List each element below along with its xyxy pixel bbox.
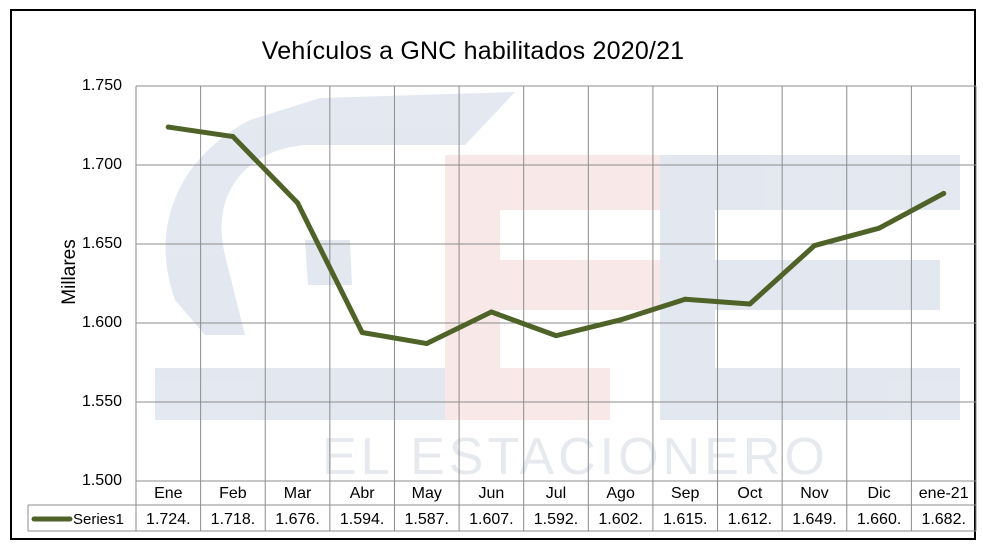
x-category-label: Sep [670,485,700,502]
x-category-label: Abr [349,485,375,502]
y-tick-label: 1.600 [81,314,122,331]
data-table-cell: 1.724. [146,511,191,528]
y-tick-label: 1.700 [81,156,122,173]
data-table-cell: 1.612. [727,511,773,528]
y-tick-label: 1.650 [81,235,122,252]
x-category-label: Ene [154,485,183,502]
series-points [165,124,947,347]
data-table-grid [27,504,976,532]
data-point [553,333,559,339]
x-category-label: Ago [606,485,635,502]
data-point [230,134,236,140]
x-category-label: ene-21 [918,485,969,502]
data-table-cell: 1.660. [856,511,902,528]
data-table-cell: 1.594. [339,511,385,528]
x-category-label: Jul [545,485,567,502]
data-table-cell: 1.649. [792,511,837,528]
x-category-label: Nov [800,485,829,502]
chart-title: Vehículos a GNC habilitados 2020/21 [261,37,685,65]
y-tick-label: 1.500 [81,472,122,489]
data-table-cell: 1.607. [469,511,514,528]
x-category-label: May [411,485,442,502]
data-table-cell: 1.587. [404,511,449,528]
data-point [359,329,365,335]
y-tick-label: 1.750 [81,77,122,94]
horizontal-gridlines [136,85,976,482]
data-point [424,341,430,347]
data-point [811,243,817,249]
data-table-cell: 1.615. [662,511,708,528]
x-category-label: Jun [478,485,505,502]
data-table-cell: 1.718. [210,511,256,528]
data-table-cell: 1.676. [275,511,320,528]
y-tick-label: 1.550 [81,393,122,410]
data-point [488,309,494,315]
data-point [876,225,882,231]
data-point [165,124,171,130]
watermark-logo: EL ESTACIONERO [155,92,960,486]
data-table-cell: 1.592. [533,511,579,528]
data-point [682,296,688,302]
data-point [618,317,624,323]
x-category-label: Oct [737,485,763,502]
x-category-label: Dic [867,485,891,502]
data-table-cell: 1.602. [598,511,643,528]
data-table-cell: 1.682. [921,511,966,528]
watermark-text: EL ESTACIONERO [322,428,829,486]
data-point [941,190,947,196]
legend-series-name: Series1 [73,511,124,528]
x-category-label: Feb [219,485,247,502]
vertical-gridlines [135,86,977,531]
chart-frame [10,9,976,540]
x-category-label: Mar [283,485,312,502]
data-point [747,301,753,307]
data-point [295,200,301,206]
